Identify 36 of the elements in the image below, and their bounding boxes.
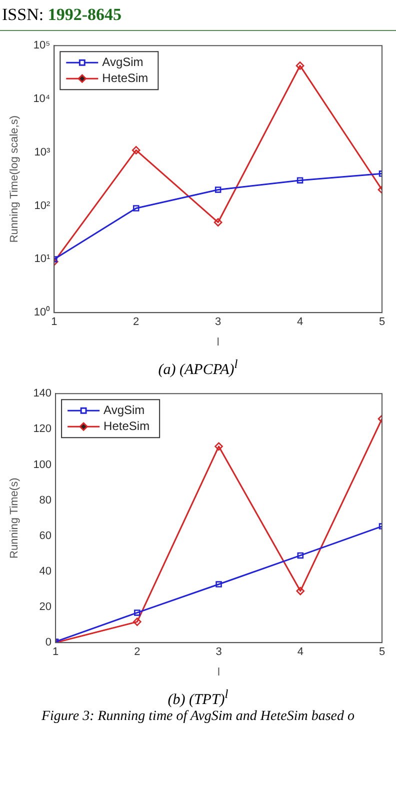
legend-label: AvgSim [104, 402, 145, 417]
y-tick-label: 10³ [34, 146, 50, 158]
y-tick-label: 100 [33, 458, 52, 471]
legend-label: HeteSim [102, 70, 148, 85]
y-tick-label: 80 [39, 494, 52, 506]
x-tick-label: 5 [378, 646, 386, 658]
x-tick-label: 2 [134, 646, 140, 658]
y-tick-label: 60 [39, 530, 52, 542]
x-tick-label: 2 [133, 316, 140, 328]
text: (a) (APCPA)$^{l}$ [157, 356, 239, 379]
y-tick-label: 10² [34, 200, 50, 212]
x-tick-label: 4 [296, 316, 304, 328]
y-tick-label: 20 [39, 601, 52, 614]
legend-label: HeteSim [104, 418, 150, 433]
text: ISSN: 1992-8645 [0, 0, 396, 31]
caption: Figure 3: Running time of AvgSim and HeteSim based o [40, 709, 356, 725]
x-tick-label: 3 [216, 646, 222, 658]
text: (b) (TPT)$^{l}$ [166, 686, 230, 709]
y-tick-label: 0 [45, 636, 52, 649]
y-tick-label: 120 [33, 423, 52, 436]
legend-label: AvgSim [102, 54, 144, 69]
y-tick-label: 10¹ [34, 253, 50, 266]
x-axis-title: l [218, 666, 220, 678]
y-tick-label: 10⁵ [33, 40, 50, 52]
x-axis-title: l [216, 336, 220, 348]
y-axis-title: Running Time(s) [8, 478, 21, 558]
y-tick-label: 140 [33, 388, 52, 400]
x-tick-label: 1 [51, 316, 58, 328]
x-tick-label: 4 [297, 646, 304, 658]
y-tick-label: 40 [39, 565, 52, 578]
y-tick-label: 10⁰ [34, 306, 50, 319]
y-tick-label: 10⁴ [33, 93, 50, 106]
x-tick-label: 1 [52, 646, 59, 658]
x-tick-label: 3 [215, 316, 222, 328]
y-axis-title: Running Time(log scale,s) [8, 116, 21, 243]
x-tick-label: 5 [378, 316, 386, 328]
